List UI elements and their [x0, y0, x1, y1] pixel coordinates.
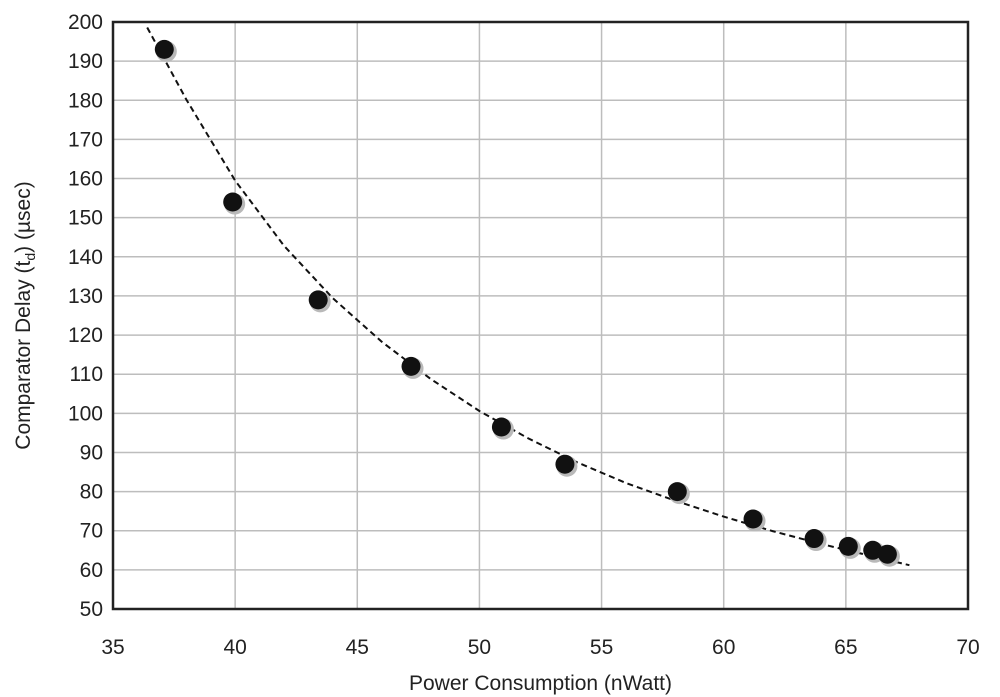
- data-point: [877, 544, 900, 567]
- x-axis-tick-labels: 35 40 45 50 55 60 65 70: [101, 636, 979, 659]
- y-axis-tick-labels: 50 60 70 80 90 100 110 120 130 140 150 160 170 180 190…: [68, 11, 103, 621]
- data-points: [154, 39, 900, 567]
- y-tick-label-80: 80: [80, 481, 103, 504]
- data-point-marker: [491, 417, 511, 437]
- y-tick-label-100: 100: [68, 402, 103, 425]
- x-tick-label-60: 60: [712, 636, 735, 659]
- y-tick-label-200: 200: [68, 11, 103, 34]
- y-tick-label-70: 70: [80, 520, 103, 543]
- y-tick-label-110: 110: [70, 363, 103, 386]
- x-tick-label-55: 55: [590, 636, 613, 659]
- plot-area-frame: [111, 20, 970, 611]
- data-point: [838, 536, 861, 559]
- data-point: [223, 192, 246, 215]
- data-point-marker: [555, 454, 575, 474]
- data-point: [491, 417, 514, 440]
- x-tick-label-35: 35: [101, 636, 124, 659]
- y-tick-label-120: 120: [68, 324, 103, 347]
- data-point-marker: [154, 39, 174, 59]
- data-point-marker: [804, 529, 824, 549]
- x-tick-label-65: 65: [834, 636, 857, 659]
- y-tick-label-60: 60: [80, 559, 103, 582]
- y-tick-label-50: 50: [80, 598, 103, 621]
- data-point-marker: [863, 540, 883, 560]
- y-axis-title: Comparator Delay (td) (µsec): [12, 181, 38, 449]
- data-point-marker: [308, 290, 328, 310]
- data-point: [804, 529, 827, 552]
- y-tick-label-180: 180: [68, 89, 103, 112]
- x-axis-title: Power Consumption (nWatt): [409, 672, 672, 695]
- data-point-marker: [743, 509, 763, 529]
- data-point: [401, 356, 424, 379]
- x-tick-label-40: 40: [223, 636, 246, 659]
- data-point-marker: [223, 192, 243, 212]
- y-tick-label-190: 190: [68, 50, 103, 73]
- data-point-marker: [838, 536, 858, 556]
- x-tick-label-45: 45: [346, 636, 369, 659]
- y-tick-label-150: 150: [68, 207, 103, 230]
- data-point: [308, 290, 331, 313]
- x-tick-label-70: 70: [956, 636, 979, 659]
- y-axis-title-tail: ) (µsec): [12, 181, 35, 253]
- trendline: [146, 27, 910, 567]
- data-point: [667, 482, 690, 505]
- y-tick-label-160: 160: [68, 168, 103, 191]
- y-tick-label-170: 170: [68, 128, 103, 151]
- data-point: [154, 39, 177, 62]
- vertical-gridlines: [234, 22, 847, 609]
- horizontal-gridlines: [113, 60, 968, 571]
- data-point-marker: [401, 356, 421, 376]
- y-axis-title-main: Comparator Delay (t: [12, 260, 35, 449]
- x-tick-label-50: 50: [468, 636, 491, 659]
- data-point: [743, 509, 766, 532]
- y-axis-title-subscript: d: [22, 253, 38, 261]
- data-point-marker: [877, 544, 897, 564]
- data-point: [555, 454, 578, 477]
- y-tick-label-140: 140: [68, 246, 103, 269]
- y-tick-label-130: 130: [68, 285, 103, 308]
- y-tick-label-90: 90: [80, 441, 103, 464]
- data-point-marker: [667, 482, 687, 502]
